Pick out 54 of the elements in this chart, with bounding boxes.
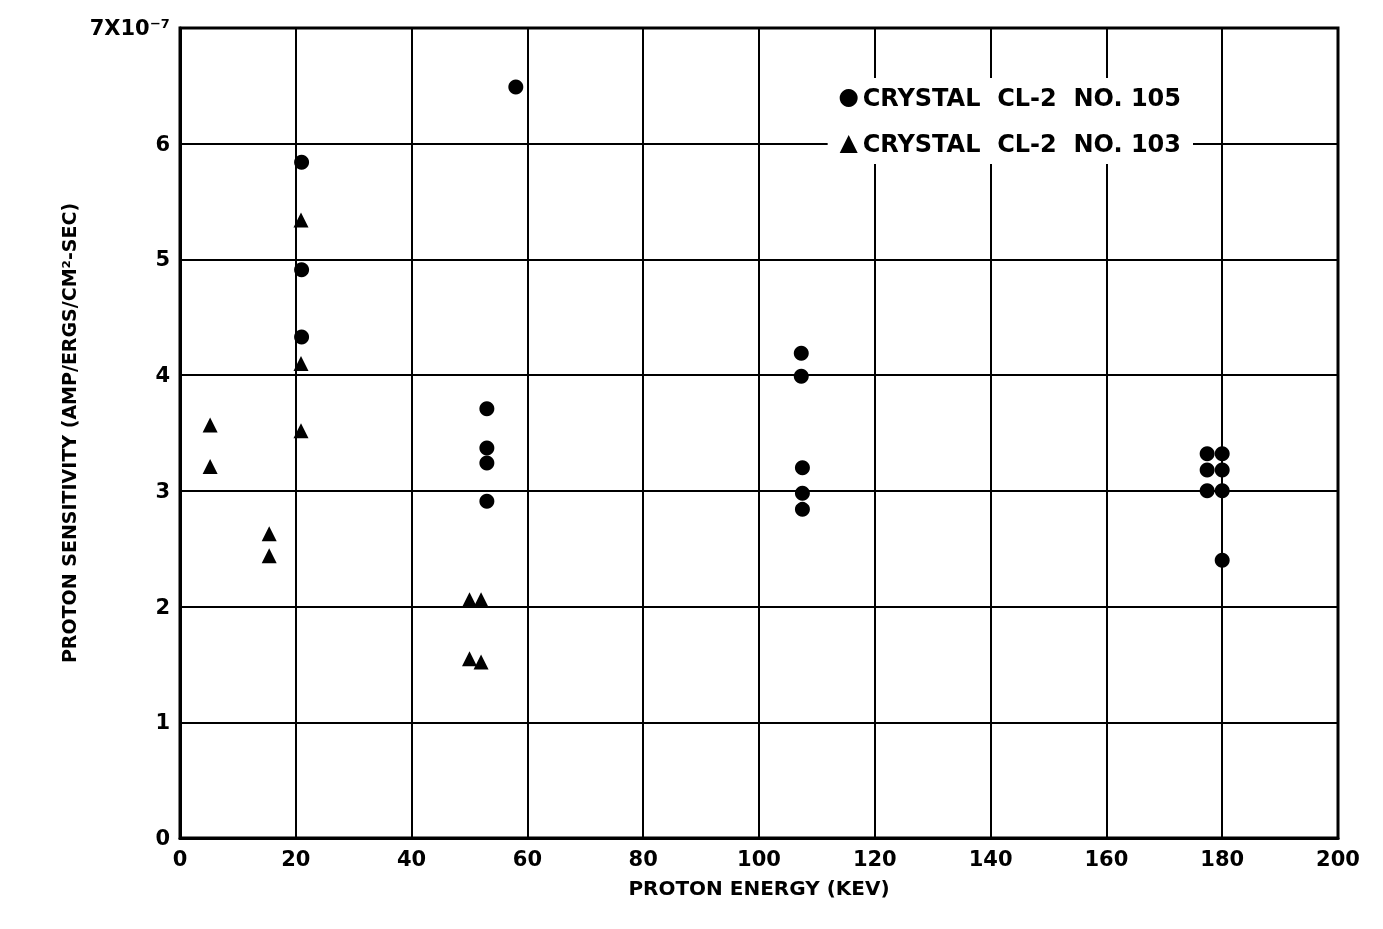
point: [473, 654, 489, 670]
point: [294, 329, 310, 345]
y-tick-label: 0: [155, 826, 170, 850]
x-tick-label: 20: [281, 846, 311, 871]
legend-label: CRYSTAL CL-2 NO. 103: [862, 130, 1181, 158]
point: [479, 455, 495, 471]
point: [261, 526, 277, 542]
point: [294, 262, 310, 278]
point: [1199, 462, 1215, 478]
point: [1199, 483, 1215, 499]
x-tick-label: 140: [968, 846, 1013, 871]
point: [1214, 483, 1230, 499]
point: [479, 440, 495, 456]
legend-label: CRYSTAL CL-2 NO. 105: [862, 84, 1181, 112]
point: [1199, 446, 1215, 462]
y-tick-label: 4: [155, 363, 170, 388]
x-tick-label: 40: [396, 846, 427, 871]
point: [1214, 462, 1230, 478]
y-tick-label: 6: [155, 131, 170, 156]
x-tick-label: 80: [628, 846, 658, 871]
point: [479, 401, 495, 417]
point: [294, 154, 310, 170]
point: [293, 212, 309, 228]
point: [261, 548, 277, 564]
point: [293, 356, 309, 372]
point: [1214, 446, 1230, 462]
y-tick-label: 7X10⁻⁷: [89, 16, 170, 40]
point: [462, 592, 477, 608]
point: [293, 423, 309, 439]
x-tick-label: 120: [852, 846, 897, 871]
point: [202, 417, 218, 433]
point: [508, 79, 524, 95]
x-tick-label: 60: [512, 846, 543, 871]
x-tick-label: 100: [737, 846, 781, 871]
y-tick-label: 1: [155, 710, 170, 735]
y-axis-title: PROTON SENSITIVITY (AMP/ERGS/CM²-SEC): [58, 202, 81, 664]
point: [202, 459, 218, 475]
y-tick-label: 2: [155, 594, 170, 619]
point: [794, 485, 810, 501]
point: [793, 368, 809, 384]
x-tick-label: 160: [1084, 846, 1129, 871]
point: [794, 460, 810, 476]
x-axis-title: PROTON ENERGY (KEV): [628, 876, 890, 900]
x-tick-label: 0: [172, 846, 188, 871]
point: [473, 592, 489, 608]
x-tick-label: 200: [1316, 846, 1360, 871]
point: [794, 501, 810, 517]
point: [793, 345, 809, 361]
point: [462, 651, 477, 667]
y-tick-label: 5: [155, 247, 170, 272]
point: [1214, 552, 1230, 568]
point: [479, 493, 495, 509]
x-tick-label: 180: [1200, 846, 1245, 871]
y-tick-label: 3: [155, 478, 170, 503]
